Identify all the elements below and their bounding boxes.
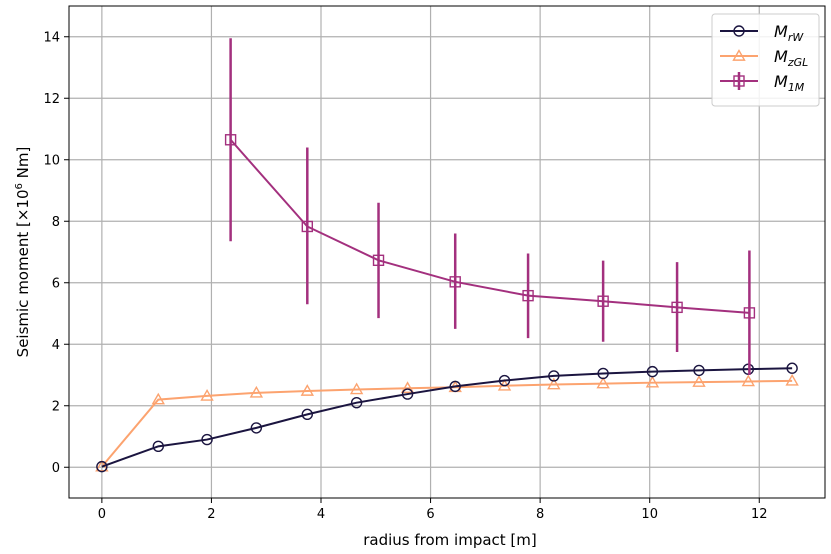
legend-item-rW: MrW [720,22,804,44]
x-tick-label: 6 [426,507,434,522]
series-line [101,367,793,468]
legend-label-subscript: zGL [787,56,808,69]
y-axis-label-unit: Nm] [14,147,32,183]
data-point [786,362,798,374]
y-tick-label: 8 [52,215,60,230]
y-axis-label: Seismic moment [×106 Nm] [14,147,32,358]
grid [69,6,825,498]
data-point [596,376,610,389]
x-tick-label: 10 [641,507,658,522]
y-tick-label: 2 [52,399,60,414]
data-point [548,370,560,382]
x-axis-label: radius from impact [m] [363,531,537,549]
data-point [151,392,166,405]
legend-marker [733,75,745,87]
series-layer [95,38,799,473]
series-line [229,139,750,314]
data-point [693,364,705,377]
data-point [671,301,683,314]
data-point [692,375,706,387]
x-tick-label: 2 [207,507,215,522]
y-tick-label: 14 [43,30,60,45]
data-point [401,388,414,400]
data-point [201,433,213,446]
data-point [785,373,799,386]
data-point [741,374,756,387]
data-point [301,220,314,233]
data-point [646,365,659,378]
y-tick-label: 10 [43,153,60,168]
data-point [152,440,164,453]
data-point [224,134,237,146]
y-axis-label-main: Seismic moment [×10 [14,190,32,358]
legend-label: MzGL [774,47,808,69]
data-point [449,380,461,393]
legend-label-main: M [774,22,788,41]
series-rW [96,362,798,473]
data-point [300,384,315,396]
data-point [597,295,609,307]
legend-label: M1M [774,72,805,94]
data-point [547,377,561,390]
series-1M [224,38,756,375]
legend-label-main: M [774,47,788,66]
legend-item-zGL: MzGL [720,47,808,69]
data-point [400,381,415,394]
data-point [350,396,363,409]
y-axis-label-exponent: 6 [14,183,25,189]
data-point [250,422,263,434]
data-point [498,374,511,387]
y-tick-label: 4 [52,338,60,353]
y-tick-label: 6 [52,276,60,291]
legend-label-subscript: rW [788,31,805,44]
legend-marker [732,49,746,61]
legend-marker [733,25,745,37]
data-point [349,382,364,395]
plot-frame [68,5,826,499]
x-tick-label: 4 [317,507,325,522]
plot-area [69,6,825,498]
x-tick-label: 0 [98,507,106,522]
x-tick-label: 12 [751,507,768,522]
data-point [249,385,264,398]
legend-label: MrW [774,22,804,44]
data-point [522,289,534,302]
y-tick-label: 12 [43,92,60,107]
data-point [743,307,756,319]
data-point [96,460,108,473]
data-point [645,375,660,388]
x-tick-label: 8 [536,507,544,522]
data-point [200,388,214,401]
legend-label-main: M [774,72,788,91]
y-tick-label: 0 [52,461,60,476]
data-point [372,254,385,267]
data-point [301,408,314,421]
legend-label-subscript: 1M [788,81,805,94]
ticks: 0 2 4 6 8 10 12 0 2 4 6 8 10 12 14 [43,30,767,522]
data-point [449,276,461,288]
data-point [597,367,609,380]
legend-item-1M: M1M [720,72,805,94]
